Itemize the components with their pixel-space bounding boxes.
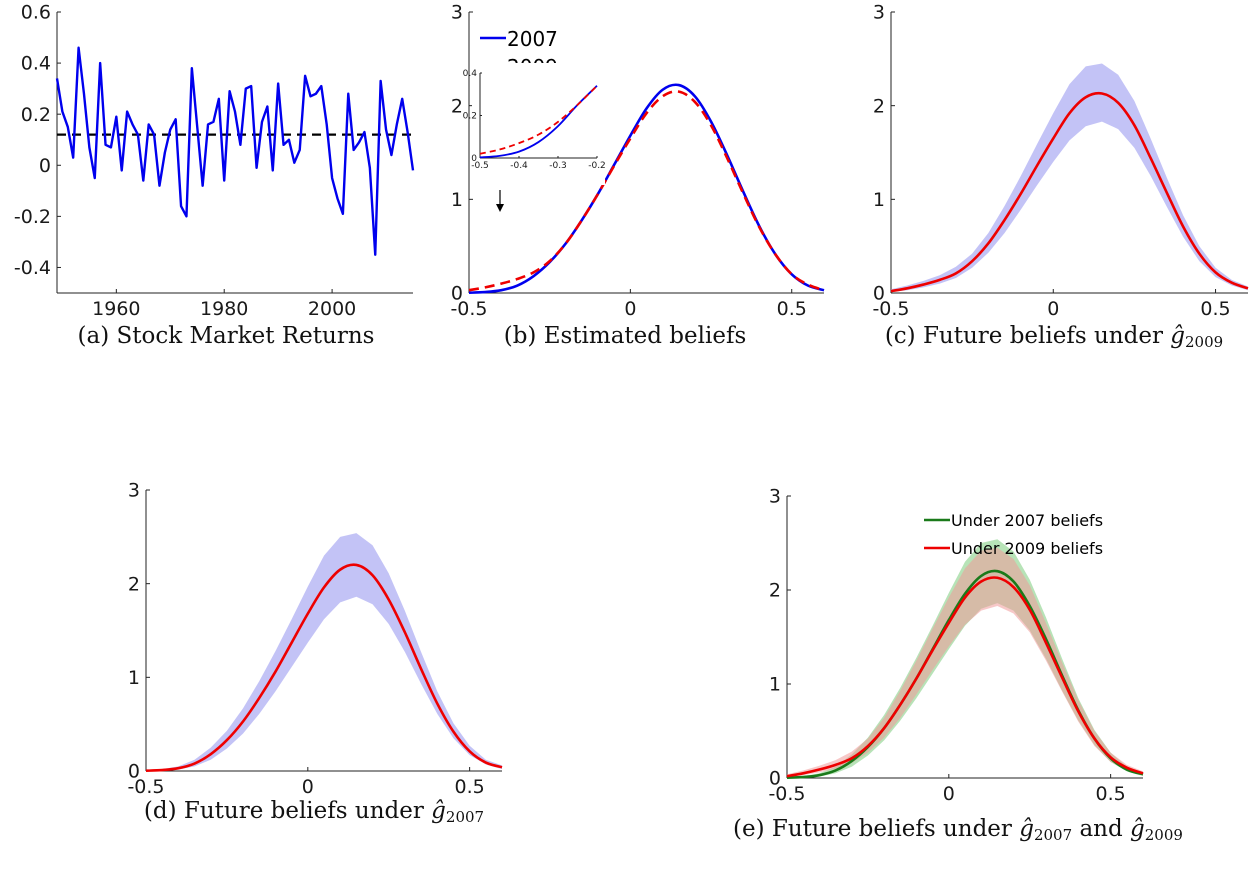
panel-e-legend: Under 2007 beliefs Under 2009 beliefs [924,511,1103,558]
panel-e-ytick-label: 3 [769,486,781,508]
panel-a-returns-line [55,46,415,256]
panel-b-xtick-label: 0 [624,298,636,320]
panel-a-ytick-label: -0.2 [14,206,51,228]
panel-e-xtick-label: 0 [943,783,955,805]
panel-b-inset: 0 0.2 0.4 -0.5 -0.4 -0.3 -0.2 [463,55,606,185]
panel-c-xtick-label: 0.5 [1200,298,1230,320]
panel-a-stock-market-returns: -0.4 -0.2 0 0.2 0.4 0.6 1960 1980 2000 [14,2,415,320]
panel-b-legend-label-2009: 2009 [507,55,558,79]
caption-e: (e) Future beliefs under ĝ2007 and ĝ2009 [733,816,1183,844]
panel-d-xtick-label: 0.5 [455,776,485,798]
panel-e-ytick-label: 0 [769,768,781,790]
panel-e-legend-label-1: Under 2009 beliefs [951,539,1103,558]
panel-d-band-0 [146,533,502,771]
panel-d-ytick-label: 0 [128,761,140,783]
caption-e-mid: and [1072,816,1130,842]
panel-b-estimated-beliefs: 0123-0.500.5200700.20.4-0.5-0.4-0.3-0.22… [450,2,825,320]
caption-d: (d) Future beliefs under ĝ2007 [144,798,484,826]
panel-e-xtick-label: -0.5 [768,783,805,805]
panel-a-ytick-label: 0.6 [21,2,51,24]
panel-d-xtick-label: 0 [302,776,314,798]
panel-e-ytick-label: 2 [769,580,781,602]
caption-e-text: (e) Future beliefs under [733,816,1019,842]
panel-d-ytick-label: 1 [128,667,140,689]
caption-d-text: (d) Future beliefs under [144,798,431,824]
panel-a-xtick-label: 2000 [308,298,356,320]
caption-d-sub: 2007 [446,808,484,826]
caption-c-math: ĝ [1170,323,1185,349]
panel-d-ytick-label: 3 [128,480,140,502]
panel-b-inset-xtick-label: -0.2 [588,161,606,171]
caption-a: (a) Stock Market Returns [78,323,375,349]
panel-b-inset-ytick-label: 0 [471,154,477,164]
panel-e-xtick-label: 0.5 [1096,783,1126,805]
panel-b-legend: 2007 [480,27,558,51]
panel-c-band-0 [891,63,1248,293]
panel-e-legend-label-0: Under 2007 beliefs [951,511,1103,530]
panel-b-arrow-head [496,204,504,212]
panel-d-xtick-label: -0.5 [127,776,164,798]
panel-b-xtick-label: 0.5 [777,298,807,320]
panel-c-ytick-label: 1 [873,189,885,211]
panel-b-ytick-label: 2 [451,95,463,117]
panel-a-xtick-label: 1980 [200,298,248,320]
caption-e-math2: ĝ [1130,816,1145,842]
caption-d-math: ĝ [431,798,446,824]
panel-d-ytick-label: 2 [128,573,140,595]
panel-e-band-1 [787,547,1143,778]
panel-c-line-0 [890,91,1249,293]
panel-a-xtick-label: 1960 [92,298,140,320]
panel-c-ytick-label: 2 [873,95,885,117]
panel-c-ytick-label: 3 [873,2,885,24]
panel-b-legend-entry-2009: 2009 [507,55,558,79]
panel-b-ytick-label: 3 [451,2,463,24]
panel-b-inset-background [472,55,605,185]
panel-b-inset-xtick-label: -0.3 [549,161,567,171]
panel-b-inset-ytick-label: 0.4 [463,69,478,79]
panel-a-ytick-label: -0.4 [14,257,51,279]
panel-b-series-2009 [468,90,825,292]
caption-e-sub2: 2009 [1145,826,1183,844]
panel-b-xtick-label: -0.5 [450,298,487,320]
caption-c-sub: 2009 [1185,333,1223,351]
caption-e-sub: 2007 [1034,826,1072,844]
caption-c-text: (c) Future beliefs under [885,323,1170,349]
panel-a-ytick-label: 0 [39,155,51,177]
panel-a-ytick-label: 0.4 [21,53,51,75]
panel-c-xtick-label: -0.5 [872,298,909,320]
panel-a-ytick-label: 0.2 [21,104,51,126]
panel-c-xtick-label: 0 [1047,298,1059,320]
panel-b-inset-xtick-label: -0.4 [510,161,528,171]
panel-b-inset-series-2009 [479,85,598,155]
panel-b-ytick-label: 1 [451,189,463,211]
panel-b-ytick-label: 0 [451,283,463,305]
panel-b-inset-ytick-label: 0.2 [463,112,477,122]
caption-b: (b) Estimated beliefs [504,323,747,349]
panel-e-line-1 [786,576,1144,778]
panel-b-inset-xtick-label: -0.5 [471,161,489,171]
panel-d-line-0 [145,563,503,773]
panel-e-ytick-label: 1 [769,674,781,696]
panel-b-legend-label-2007: 2007 [507,27,558,51]
caption-c: (c) Future beliefs under ĝ2009 [885,323,1223,351]
panel-b-series-2007 [468,83,825,295]
panel-c-ytick-label: 0 [873,283,885,305]
caption-e-math: ĝ [1019,816,1034,842]
